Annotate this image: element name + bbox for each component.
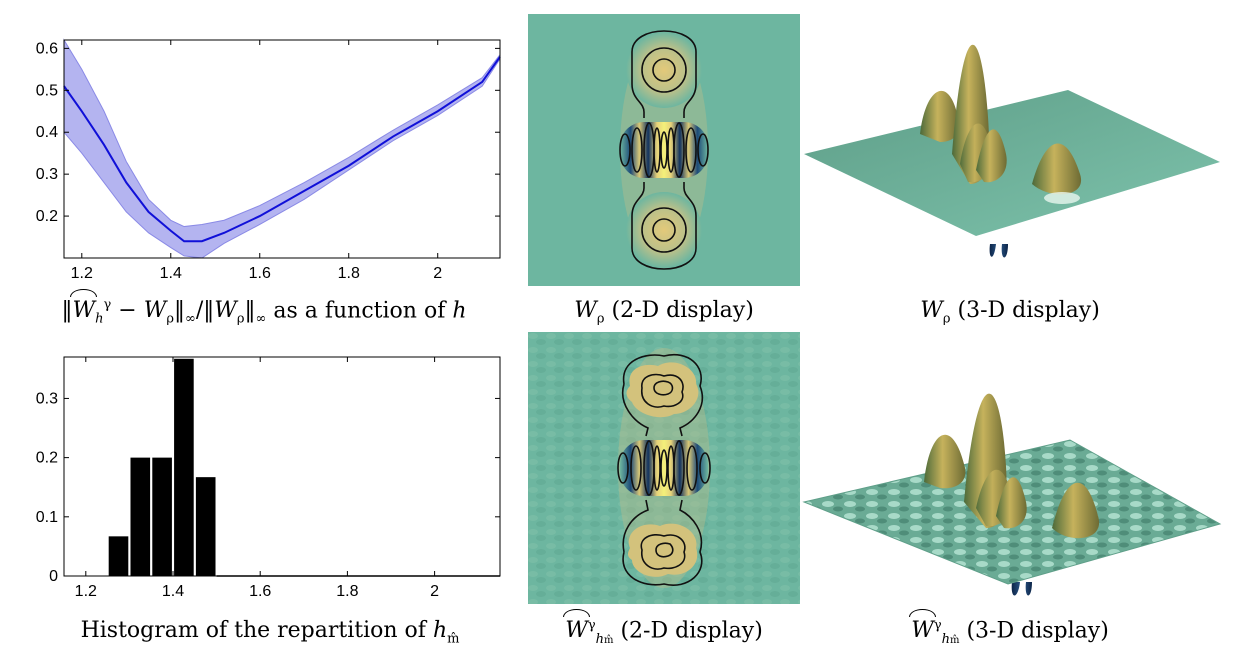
contour-lines — [617, 353, 711, 586]
x-tick-label: 1.8 — [336, 583, 358, 600]
x-tick-label: 1.4 — [162, 583, 184, 600]
x-tick-label: 1.6 — [249, 583, 271, 600]
plot-frame — [63, 39, 501, 259]
x-tick-label: 2 — [430, 583, 439, 600]
histogram-bar — [195, 477, 216, 576]
base-plane — [804, 90, 1220, 236]
w-rho-3d-caption: Wρ (3-D display) — [920, 298, 1100, 327]
histogram-chart: 1.2 1.4 1.6 1.8 2 0 0.1 0.2 0.3 — [0, 345, 520, 605]
y-tick-label: 0 — [49, 568, 58, 585]
error-vs-h-caption: ‖Whγ − Wρ‖∞/‖Wρ‖∞ as a function of h — [61, 298, 467, 327]
histogram-bar — [108, 536, 129, 576]
error-vs-h-plot: 1.2 1.4 1.6 1.8 2 0.2 0.3 0.4 0.5 0.6 — [36, 38, 501, 282]
y-tick-label: 0.2 — [36, 208, 58, 225]
w-rho-2d-caption: Wρ (2-D display) — [574, 298, 754, 327]
y-tick-label: 0.5 — [36, 82, 58, 99]
negative-dips — [1011, 582, 1032, 596]
y-tick-label: 0.4 — [36, 124, 58, 141]
upper-peak — [626, 32, 702, 108]
peak-front-right — [1032, 143, 1082, 195]
y-tick-label: 0.1 — [36, 509, 58, 526]
w-hat-2d-image — [528, 332, 800, 604]
y-tick-label: 0.3 — [36, 166, 58, 183]
histogram-bar — [174, 358, 194, 576]
w-rho-3d-image — [800, 14, 1230, 286]
lower-peak — [626, 192, 702, 268]
x-tick-label: 1.8 — [338, 265, 360, 282]
interference-fringes — [620, 440, 708, 496]
confidence-band — [63, 38, 501, 259]
x-tick-label: 1.4 — [160, 265, 182, 282]
histogram-bar — [130, 457, 151, 576]
histogram-caption: Histogram of the repartition of hm̂ — [80, 618, 460, 647]
x-tick-label: 1.2 — [71, 265, 93, 282]
peak-center-right — [996, 477, 1027, 529]
peak-front-right — [1052, 482, 1100, 539]
peak-back-left — [924, 434, 966, 489]
mean-error-line — [63, 56, 501, 243]
plot-frame — [63, 356, 501, 577]
peak-back-left — [920, 90, 960, 142]
y-tick-label: 0.2 — [36, 450, 58, 467]
peak-center-right — [976, 129, 1007, 183]
y-tick-label: 0.6 — [36, 40, 58, 57]
w-hat-3d-image — [800, 332, 1230, 604]
error-vs-h-chart: 1.2 1.4 1.6 1.8 2 0.2 0.3 0.4 0.5 0.6 — [0, 0, 520, 290]
upper-peak — [626, 362, 699, 418]
x-tick-label: 1.6 — [249, 265, 271, 282]
x-tick-label: 2 — [433, 265, 442, 282]
w-hat-2d-caption: Wγhm̂ (2-D display) — [565, 618, 763, 647]
y-tick-label: 0.3 — [36, 390, 58, 407]
w-hat-3d-caption: Wγhm̂ (3-D display) — [911, 618, 1109, 647]
interference-fringes — [620, 122, 708, 178]
histogram-plot: 1.2 1.4 1.6 1.8 2 0 0.1 0.2 0.3 — [36, 356, 501, 600]
contour-lines — [619, 30, 709, 270]
x-tick-label: 1.2 — [75, 583, 97, 600]
histogram-bar — [152, 457, 172, 576]
w-rho-2d-image — [528, 14, 800, 286]
negative-dips — [989, 244, 1008, 258]
